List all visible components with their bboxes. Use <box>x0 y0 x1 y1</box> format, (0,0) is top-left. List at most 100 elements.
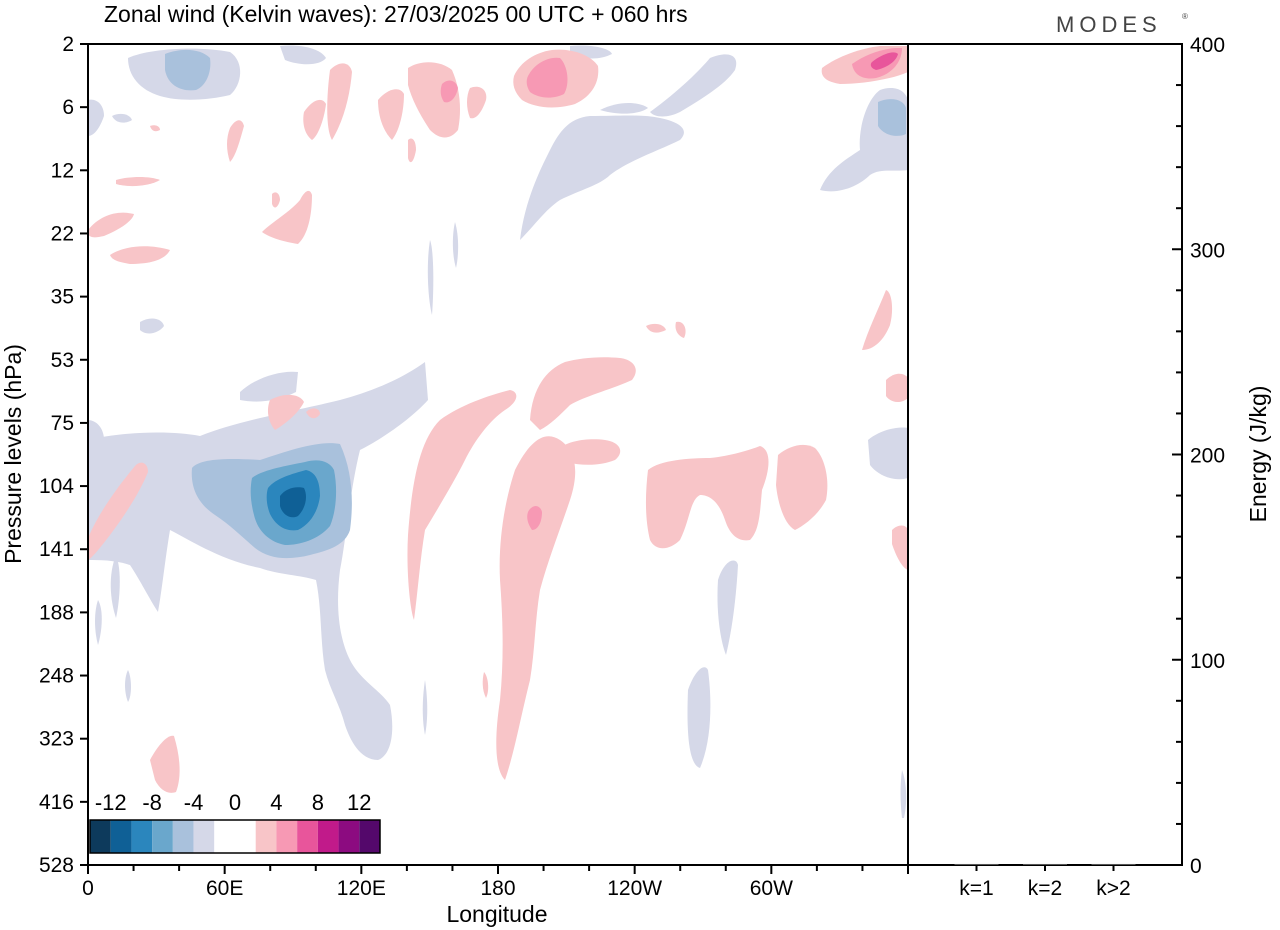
y-tick-label: 6 <box>62 96 74 119</box>
colorbar-label: -4 <box>184 790 204 815</box>
colorbar-swatch <box>152 820 173 853</box>
x-axis-title: Longitude <box>446 901 547 927</box>
energy-tick-label: 0 <box>1190 855 1202 878</box>
field-contour <box>862 290 893 350</box>
field-contour <box>140 318 164 334</box>
colorbar-swatch <box>193 820 215 853</box>
energy-bars: k=1 k=2 k>2 <box>954 863 1136 900</box>
y-tick-label: 53 <box>51 349 74 372</box>
field-contour <box>327 63 352 140</box>
field-contour <box>150 125 160 132</box>
field-contour <box>150 735 180 793</box>
energy-tick-label: 400 <box>1190 34 1225 57</box>
field-contour <box>870 52 898 70</box>
x-tick-label: 0 <box>82 877 94 900</box>
field-contour <box>776 444 828 530</box>
y-tick-label: 12 <box>51 159 74 182</box>
field-contour <box>560 439 621 465</box>
energy-tick-label: 300 <box>1190 239 1225 262</box>
pressure-axis: 2 6 12 22 35 53 75 104 141 188 248 323 416 528 <box>39 33 88 877</box>
y-tick-label: 416 <box>39 791 74 814</box>
energy-bar <box>1023 863 1067 865</box>
field-contour <box>88 462 148 560</box>
chart-title: Zonal wind (Kelvin waves): 27/03/2025 00… <box>104 1 688 27</box>
colorbar-label: 0 <box>229 790 241 815</box>
x-tick-label: 120E <box>337 877 386 900</box>
field-contour <box>645 446 769 549</box>
field-contour <box>440 80 458 103</box>
colorbar-swatch <box>131 820 153 853</box>
modes-logo-mark: ® <box>1182 12 1188 21</box>
field-contour <box>88 420 104 456</box>
field-contour <box>110 246 170 264</box>
colorbar: -12 -8 -4 0 4 8 12 <box>89 790 381 854</box>
field-contour <box>467 86 487 119</box>
energy-axis: 0 100 200 300 400 <box>1172 34 1225 878</box>
field-positive-strong <box>870 52 898 70</box>
field-contour <box>95 600 102 645</box>
field-contour <box>650 54 737 117</box>
field-contour <box>422 680 428 735</box>
field-contour <box>530 357 636 430</box>
colorbar-swatch <box>359 820 380 853</box>
energy-axis-title: Energy (J/kg) <box>1245 386 1271 523</box>
colorbar-label: 12 <box>347 790 371 815</box>
longitude-axis: 0 60E 120E 180 120W 60W <box>82 865 909 900</box>
colorbar-swatch <box>276 820 298 853</box>
field-contour <box>88 99 104 136</box>
energy-category-label: k>2 <box>1096 877 1130 900</box>
field-contour <box>112 113 132 123</box>
x-tick-label: 60W <box>750 877 793 900</box>
field-contour <box>240 371 298 402</box>
field-contour <box>267 394 304 430</box>
field-contour <box>527 506 542 530</box>
field-contour <box>717 560 738 655</box>
field-contour <box>88 362 428 760</box>
y-tick-label: 22 <box>51 222 74 245</box>
field-contour <box>165 49 211 91</box>
field-contour <box>306 408 320 419</box>
field-contour <box>110 555 120 618</box>
energy-category-label: k=2 <box>1028 877 1062 900</box>
field-contour <box>687 667 711 768</box>
field-contour <box>646 323 666 333</box>
field-positive-weak <box>88 46 908 793</box>
y-tick-label: 141 <box>39 538 74 561</box>
y-tick-label: 35 <box>51 286 74 309</box>
field-contour <box>452 222 459 268</box>
field-contour <box>520 115 684 240</box>
field-contour <box>892 525 908 570</box>
y-tick-label: 528 <box>39 854 74 877</box>
field-contour <box>675 321 686 338</box>
field-contour <box>125 670 131 702</box>
colorbar-swatch <box>338 820 360 853</box>
field-contour <box>427 240 434 315</box>
field-negative-weak <box>88 45 908 818</box>
colorbar-swatch <box>235 820 256 853</box>
field-contour <box>496 436 576 780</box>
field-positive-moderate <box>440 48 902 530</box>
field-contour <box>227 120 244 162</box>
colorbar-swatch <box>255 820 277 853</box>
colorbar-swatch <box>110 820 132 853</box>
colorbar-label: 4 <box>270 790 282 815</box>
energy-tick-label: 100 <box>1190 650 1225 673</box>
field-contour <box>378 89 404 140</box>
colorbar-swatch <box>317 820 339 853</box>
colorbar-label: 8 <box>312 790 324 815</box>
colorbar-swatch <box>297 820 318 853</box>
field-contour <box>407 390 517 620</box>
y-tick-label: 248 <box>39 665 74 688</box>
y-tick-label: 188 <box>39 601 74 624</box>
field-contour <box>303 99 326 140</box>
field-contour <box>482 672 489 698</box>
energy-bar <box>1091 863 1136 865</box>
wind-field <box>88 45 908 818</box>
field-contour <box>900 770 907 818</box>
field-contour <box>116 177 160 187</box>
colorbar-swatch <box>172 820 194 853</box>
colorbar-swatch <box>214 820 235 853</box>
colorbar-frame <box>89 819 381 854</box>
energy-panel-frame <box>907 43 1183 866</box>
